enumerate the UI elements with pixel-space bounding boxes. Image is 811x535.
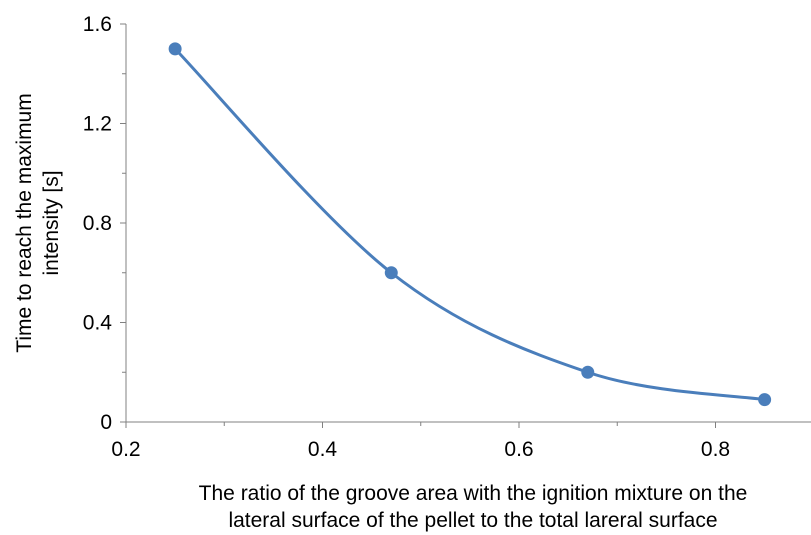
y-tick-label: 1.2: [83, 113, 112, 136]
y-tick-label: 0.8: [83, 212, 112, 235]
x-tick-label: 0.8: [701, 438, 730, 461]
x-tick-label: 0.2: [111, 438, 140, 461]
y-axis-title-line-2: intensity [s]: [40, 170, 63, 275]
y-tick-label: 1.6: [83, 13, 112, 36]
x-axis-title-line-1: The ratio of the groove area with the ig…: [199, 482, 748, 505]
x-tick-label: 0.6: [504, 438, 533, 461]
y-tick-label: 0: [100, 411, 112, 434]
data-point: [581, 365, 595, 379]
x-tick-label: 0.4: [308, 438, 338, 461]
data-point: [384, 266, 398, 280]
y-axis-title-line-1: Time to reach the maximum: [13, 93, 36, 352]
data-point: [758, 393, 772, 407]
x-axis-title-line-2: lateral surface of the pellet to the tot…: [228, 509, 717, 532]
series-line: [174, 47, 765, 402]
y-tick-label: 0.4: [83, 312, 113, 335]
data-point: [168, 42, 182, 56]
